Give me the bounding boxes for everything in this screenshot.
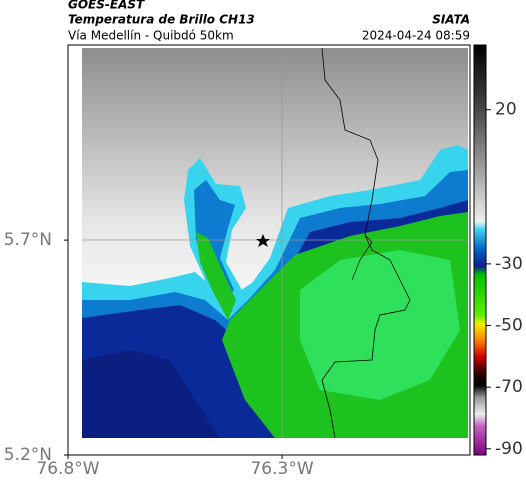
- colorbar-tick-label: -70: [495, 377, 523, 397]
- x-tick-label: 76.3°W: [250, 459, 313, 479]
- colorbar-tick-label: -30: [495, 254, 523, 274]
- source: SIATA: [432, 13, 470, 27]
- colorbar: [473, 44, 487, 456]
- x-tick-label: 76.8°W: [36, 459, 99, 479]
- y-tick-label: 5.2°N: [4, 445, 52, 465]
- colorbar-tick-label: 20: [495, 100, 517, 120]
- colorbar-tick-label: -50: [495, 316, 523, 336]
- map-frame: [67, 44, 471, 456]
- satellite-image: [82, 47, 468, 439]
- satellite: GOES-EAST: [68, 0, 145, 12]
- title: Temperatura de Brillo CH13: [68, 13, 255, 27]
- subtitle: Vía Medellín - Quibdó 50km: [68, 29, 234, 43]
- datetime: 2024-04-24 08:59: [362, 29, 470, 43]
- y-tick-label: 5.7°N: [4, 230, 52, 250]
- colorbar-tick-label: -90: [495, 439, 523, 459]
